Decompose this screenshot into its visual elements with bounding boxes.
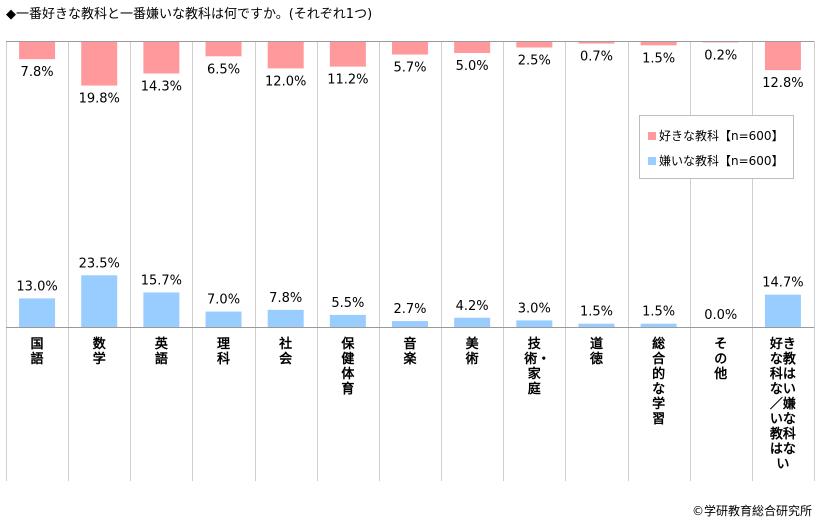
dislike-value-label: 14.7% [762, 276, 803, 291]
dislike-value-label: 7.0% [207, 293, 240, 308]
legend: 好きな教科【n=600】 嫌いな教科【n=600】 [639, 115, 794, 179]
category-label: 国語 [30, 337, 44, 367]
like-bar [19, 42, 56, 60]
category-label: 技術・家庭 [524, 337, 551, 397]
like-value-label: 11.2% [327, 73, 368, 88]
category-label: 音楽 [403, 337, 417, 367]
like-bar [205, 42, 242, 57]
like-value-label: 12.0% [265, 74, 306, 89]
like-value-label: 1.5% [642, 51, 675, 66]
dislike-value-label: 4.2% [456, 299, 489, 314]
legend-label-dislike: 嫌いな教科【n=600】 [659, 154, 784, 168]
dislike-value-label: 1.5% [642, 305, 675, 320]
like-bar [329, 42, 366, 67]
legend-swatch-like [648, 131, 656, 140]
like-bar [516, 42, 553, 48]
dislike-bar [19, 298, 56, 327]
dislike-bar [578, 323, 615, 327]
dislike-value-label: 5.5% [331, 296, 364, 311]
category-label: 道徳 [589, 337, 603, 367]
like-value-label: 6.5% [207, 62, 240, 77]
category-label: 数学 [92, 337, 106, 367]
dislike-value-label: 1.5% [580, 305, 613, 320]
dislike-value-label: 7.8% [269, 291, 302, 306]
category-label: 社会 [279, 337, 293, 367]
category-label: 美術 [465, 337, 479, 367]
like-bar [764, 42, 801, 71]
like-value-label: 5.7% [393, 61, 426, 76]
legend-swatch-dislike [648, 156, 656, 165]
like-value-label: 19.8% [79, 92, 120, 107]
like-value-label: 0.2% [704, 48, 737, 63]
like-value-label: 14.3% [141, 79, 182, 94]
like-value-label: 5.0% [456, 59, 489, 74]
dislike-value-label: 13.0% [16, 279, 57, 294]
like-bar [143, 42, 180, 74]
chart-title: ◆一番好きな教科と一番嫌いな教科は何ですか。(それぞれ1つ) [6, 7, 373, 22]
dislike-bar [454, 317, 491, 327]
like-value-label: 7.8% [21, 65, 54, 80]
legend-item-like: 好きな教科【n=600】 [648, 127, 784, 144]
category-label: 英語 [154, 337, 168, 367]
dislike-value-label: 0.0% [704, 308, 737, 323]
legend-item-dislike: 嫌いな教科【n=600】 [648, 152, 784, 169]
dislike-bar [267, 309, 304, 327]
category-label: 好きな教科はない／嫌いな教科はない [769, 337, 796, 472]
dislike-bar [329, 314, 366, 327]
dislike-bar [640, 323, 677, 327]
dislike-bar [392, 321, 428, 327]
dislike-bar [516, 320, 553, 327]
dislike-value-label: 3.0% [518, 301, 551, 316]
legend-label-like: 好きな教科【n=600】 [659, 129, 784, 143]
like-bar [392, 42, 428, 55]
like-bar [81, 42, 118, 86]
dislike-bar [81, 275, 118, 327]
like-value-label: 0.7% [580, 50, 613, 65]
category-label: 理科 [217, 337, 231, 367]
like-bar [640, 42, 677, 46]
like-bar [267, 42, 304, 69]
dislike-value-label: 15.7% [141, 273, 182, 288]
like-bar [454, 42, 491, 53]
category-label: 総合的な学習 [652, 337, 666, 427]
category-label: 保健体育 [341, 337, 355, 397]
dislike-bar [205, 311, 242, 327]
like-value-label: 12.8% [762, 76, 803, 91]
dislike-value-label: 2.7% [393, 302, 426, 317]
dislike-bar [143, 292, 180, 327]
like-value-label: 2.5% [518, 54, 551, 69]
like-bar [578, 42, 615, 44]
dislike-bar [764, 294, 801, 327]
category-label: その他 [714, 337, 728, 382]
copyright: ©学研教育総合研究所 [691, 504, 812, 518]
dislike-value-label: 23.5% [79, 256, 120, 271]
